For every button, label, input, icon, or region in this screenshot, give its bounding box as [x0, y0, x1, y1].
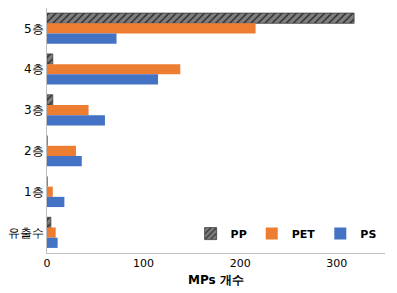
svg-text:3층: 3층 — [24, 103, 44, 117]
svg-text:5층: 5층 — [24, 22, 44, 36]
svg-text:4층: 4층 — [24, 62, 44, 76]
svg-text:PET: PET — [292, 228, 316, 241]
svg-text:PS: PS — [360, 228, 376, 241]
svg-text:유출수: 유출수 — [8, 226, 44, 240]
svg-text:2층: 2층 — [24, 144, 44, 158]
svg-text:MPs 개수: MPs 개수 — [188, 273, 244, 287]
svg-text:1층: 1층 — [24, 185, 44, 199]
svg-text:300: 300 — [326, 257, 347, 270]
svg-text:100: 100 — [133, 257, 154, 270]
svg-text:PP: PP — [231, 228, 247, 241]
svg-text:0: 0 — [44, 257, 51, 270]
svg-text:200: 200 — [230, 257, 251, 270]
